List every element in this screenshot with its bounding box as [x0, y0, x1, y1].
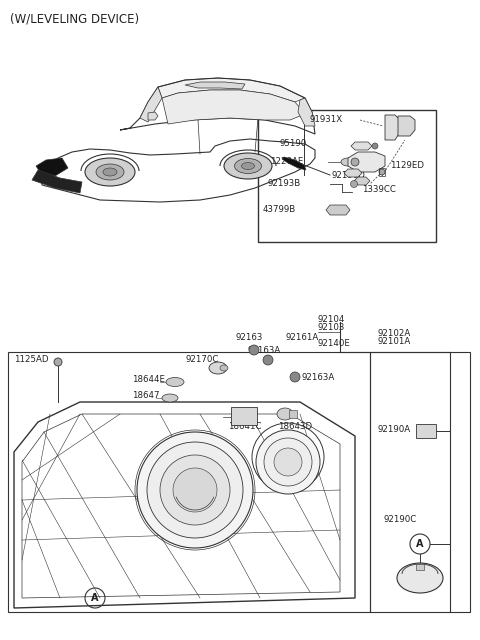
- Ellipse shape: [220, 365, 228, 371]
- Text: 92104: 92104: [318, 315, 346, 324]
- Ellipse shape: [341, 158, 355, 166]
- Circle shape: [264, 438, 312, 486]
- Text: 92190C: 92190C: [384, 515, 417, 525]
- Text: 95190: 95190: [280, 140, 307, 148]
- Circle shape: [249, 345, 259, 355]
- Polygon shape: [158, 78, 305, 102]
- Polygon shape: [32, 170, 82, 193]
- Ellipse shape: [209, 362, 227, 374]
- Text: 92101A: 92101A: [378, 337, 411, 346]
- Ellipse shape: [277, 408, 293, 420]
- Ellipse shape: [235, 159, 262, 173]
- Ellipse shape: [224, 153, 272, 179]
- Circle shape: [147, 442, 243, 538]
- Text: 92163: 92163: [235, 333, 263, 342]
- Circle shape: [137, 432, 253, 548]
- Polygon shape: [162, 90, 305, 124]
- Text: 92170C: 92170C: [185, 355, 218, 365]
- Text: 91931X: 91931X: [310, 115, 343, 125]
- Text: A: A: [416, 539, 424, 549]
- Text: 92140E: 92140E: [318, 339, 351, 348]
- Ellipse shape: [96, 164, 124, 180]
- Ellipse shape: [166, 378, 184, 387]
- Text: 92103: 92103: [318, 323, 346, 332]
- Polygon shape: [185, 82, 245, 89]
- Bar: [370, 352, 470, 612]
- Text: 18643D: 18643D: [278, 422, 312, 431]
- Circle shape: [351, 158, 359, 166]
- Circle shape: [372, 143, 378, 149]
- Polygon shape: [148, 112, 158, 120]
- Text: 1339CC: 1339CC: [362, 186, 396, 195]
- Text: 92163A: 92163A: [302, 374, 335, 383]
- Ellipse shape: [397, 563, 443, 593]
- Bar: [416, 424, 436, 438]
- Circle shape: [263, 355, 273, 365]
- Bar: [258, 110, 436, 242]
- Text: 18644E: 18644E: [132, 376, 165, 385]
- Bar: [416, 564, 424, 570]
- Text: (W/LEVELING DEVICE): (W/LEVELING DEVICE): [10, 12, 139, 25]
- Text: 92102A: 92102A: [378, 329, 411, 338]
- Ellipse shape: [241, 163, 254, 170]
- Text: 18647: 18647: [132, 392, 159, 401]
- Ellipse shape: [85, 158, 135, 186]
- Text: A: A: [91, 593, 99, 603]
- Circle shape: [256, 430, 320, 494]
- Polygon shape: [385, 115, 400, 140]
- Text: 1220AE: 1220AE: [270, 157, 303, 166]
- Bar: [8, 352, 370, 612]
- Polygon shape: [398, 116, 415, 136]
- Circle shape: [379, 169, 385, 175]
- Circle shape: [160, 455, 230, 525]
- Polygon shape: [351, 142, 372, 150]
- Bar: [379, 168, 385, 176]
- Polygon shape: [282, 157, 306, 170]
- Polygon shape: [354, 177, 370, 185]
- Text: 1129ED: 1129ED: [390, 161, 424, 170]
- Polygon shape: [348, 152, 385, 172]
- Circle shape: [54, 358, 62, 366]
- Circle shape: [290, 372, 300, 382]
- Circle shape: [274, 448, 302, 476]
- Polygon shape: [344, 169, 362, 177]
- Text: 92163A: 92163A: [248, 346, 281, 355]
- Polygon shape: [298, 98, 315, 126]
- Text: 18641C: 18641C: [228, 422, 262, 431]
- Circle shape: [173, 468, 217, 512]
- Circle shape: [350, 180, 358, 188]
- Bar: [289, 410, 297, 418]
- Ellipse shape: [162, 394, 178, 402]
- Text: 1125AD: 1125AD: [14, 355, 48, 364]
- Text: 92193B: 92193B: [268, 179, 301, 189]
- Text: 43799B: 43799B: [263, 205, 296, 214]
- Bar: [231, 407, 257, 425]
- Ellipse shape: [103, 168, 117, 176]
- Text: 92190A: 92190A: [378, 426, 411, 435]
- Polygon shape: [36, 158, 68, 176]
- Text: 92161A: 92161A: [285, 333, 318, 342]
- Polygon shape: [326, 205, 350, 215]
- Polygon shape: [140, 87, 162, 122]
- Text: 92190D: 92190D: [332, 170, 366, 179]
